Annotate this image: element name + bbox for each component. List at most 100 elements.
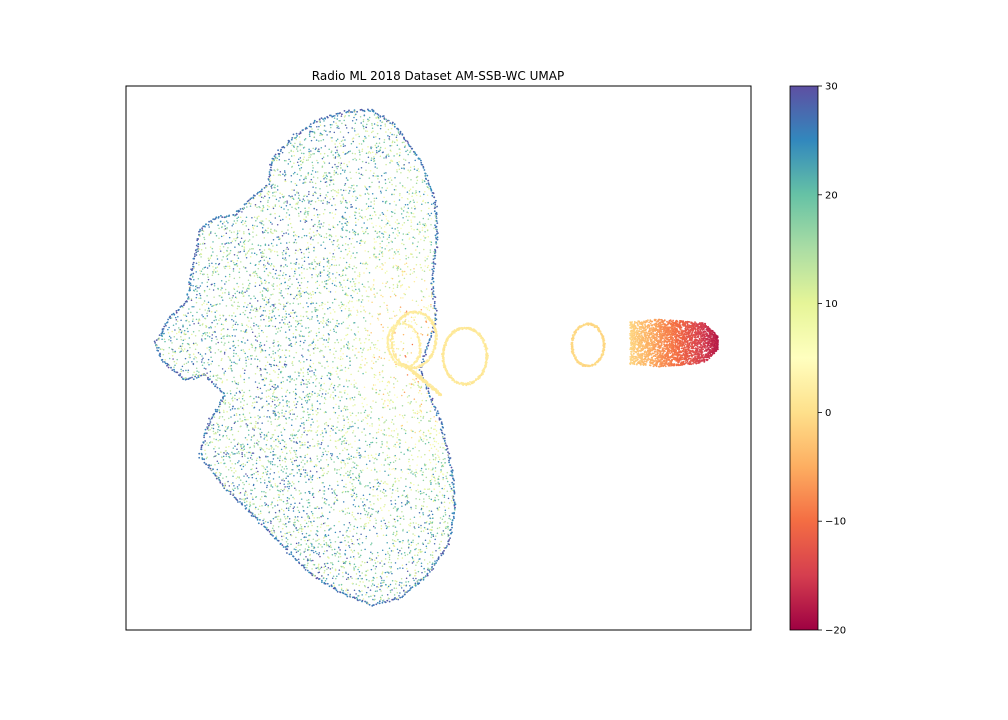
scatter-point: [396, 169, 398, 171]
scatter-point: [253, 322, 255, 325]
scatter-point: [373, 346, 376, 349]
scatter-point: [313, 250, 315, 252]
scatter-point: [265, 218, 267, 220]
scatter-point: [260, 436, 262, 438]
scatter-point: [277, 149, 279, 152]
scatter-point: [380, 429, 383, 432]
scatter-point: [369, 432, 371, 435]
scatter-point: [334, 213, 337, 216]
scatter-point: [312, 347, 315, 350]
scatter-point: [243, 381, 246, 384]
scatter-point: [339, 164, 342, 166]
scatter-point: [383, 579, 385, 582]
scatter-point: [368, 312, 371, 315]
scatter-point: [220, 399, 222, 402]
scatter-point: [276, 518, 279, 521]
scatter-point: [266, 484, 268, 487]
scatter-point: [268, 448, 270, 451]
scatter-point: [223, 485, 226, 487]
scatter-point: [369, 460, 371, 462]
scatter-point: [270, 445, 272, 447]
scatter-point: [361, 594, 363, 596]
scatter-point: [267, 201, 269, 203]
scatter-point: [395, 457, 398, 460]
scatter-point: [259, 206, 261, 209]
scatter-point: [218, 364, 220, 367]
scatter-point: [353, 355, 356, 357]
scatter-point: [310, 330, 312, 332]
scatter-point: [309, 343, 311, 346]
scatter-point: [410, 316, 413, 319]
scatter-point: [452, 501, 454, 504]
scatter-point: [386, 594, 389, 596]
scatter-point: [340, 541, 343, 543]
scatter-point: [289, 203, 291, 206]
scatter-point: [364, 364, 366, 366]
scatter-point: [288, 485, 290, 488]
scatter-point: [302, 129, 304, 131]
scatter-point: [317, 426, 319, 428]
scatter-point: [363, 127, 365, 130]
scatter-point: [275, 269, 277, 272]
scatter-point: [304, 207, 306, 210]
scatter-point: [421, 550, 423, 553]
scatter-point: [268, 271, 271, 274]
scatter-point: [348, 201, 351, 203]
scatter-point: [380, 590, 382, 592]
scatter-point: [286, 202, 288, 204]
scatter-point: [279, 344, 282, 347]
scatter-point: [304, 194, 306, 197]
scatter-point: [171, 369, 174, 371]
scatter-point: [338, 221, 341, 223]
scatter-point: [413, 270, 415, 273]
scatter-point: [263, 231, 266, 233]
scatter-point: [428, 269, 431, 271]
scatter-point: [343, 418, 345, 420]
scatter-point: [238, 276, 241, 279]
scatter-point: [321, 134, 323, 136]
scatter-point: [310, 236, 313, 239]
scatter-point: [369, 348, 372, 350]
scatter-point: [429, 395, 431, 398]
scatter-point: [243, 243, 246, 245]
scatter-point: [308, 263, 310, 265]
scatter-point: [436, 559, 438, 562]
scatter-point: [419, 490, 422, 493]
scatter-point: [310, 150, 312, 152]
scatter-point: [381, 380, 384, 383]
scatter-point: [182, 339, 185, 341]
scatter-point: [278, 494, 281, 496]
scatter-point: [388, 600, 391, 603]
scatter-point: [234, 246, 236, 248]
scatter-point: [276, 251, 278, 253]
scatter-point: [298, 502, 301, 504]
scatter-point: [381, 444, 384, 446]
scatter-point: [341, 236, 343, 239]
scatter-point: [297, 322, 300, 325]
scatter-point: [335, 235, 337, 237]
scatter-point: [303, 156, 306, 158]
scatter-point: [249, 274, 251, 276]
scatter-point: [343, 524, 345, 526]
scatter-point: [394, 407, 397, 410]
scatter-point: [260, 277, 262, 280]
scatter-point: [372, 362, 375, 365]
scatter-point: [348, 309, 350, 312]
scatter-point: [265, 528, 268, 531]
scatter-point: [396, 162, 398, 164]
scatter-point: [199, 308, 201, 310]
scatter-point: [325, 283, 328, 285]
scatter-point: [239, 216, 242, 219]
scatter-point: [346, 333, 349, 336]
scatter-point: [367, 198, 370, 200]
scatter-point: [303, 335, 305, 338]
scatter-point: [313, 371, 315, 374]
scatter-point: [381, 573, 383, 575]
scatter-point: [290, 494, 292, 496]
scatter-point: [236, 290, 239, 292]
scatter-point: [418, 233, 420, 235]
scatter-point: [302, 509, 305, 512]
scatter-point: [433, 250, 435, 253]
scatter-point: [420, 266, 422, 269]
scatter-point: [389, 461, 392, 464]
